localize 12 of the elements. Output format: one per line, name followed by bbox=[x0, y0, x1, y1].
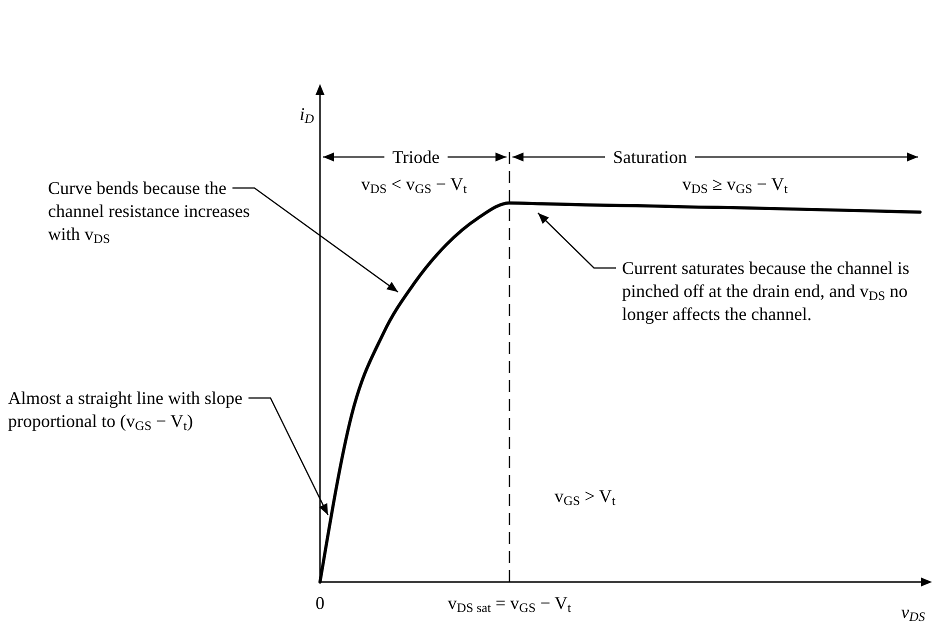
y-axis-title: i$_{D}$ bbox=[300, 104, 315, 126]
x-tick-label: 0 bbox=[316, 593, 324, 613]
text: Saturation bbox=[613, 147, 687, 167]
text: Almost a straight line with slope proportional to (v$_{GS}$ − V$_{t}$) bbox=[8, 388, 242, 434]
text: Triode bbox=[392, 147, 440, 167]
text: v$_{DS}$ < v$_{GS}$ − V$_{t}$ bbox=[361, 174, 468, 196]
text: Curve bends because the channel resistance increases with v$_{DS}$ bbox=[48, 178, 250, 246]
text: Current saturates because the channel is pinched off at the drain end, and v$_{DS}$ no longer affects the channel. bbox=[622, 258, 910, 324]
x-tick-label: v$_{DS sat}$ = v$_{GS}$ − V$_{t}$ bbox=[448, 593, 572, 616]
annotation: v$_{GS}$ > V$_{t}$ bbox=[554, 486, 616, 508]
x-axis-title: v$_{DS}$ bbox=[901, 602, 926, 624]
text: v$_{DS}$ ≥ v$_{GS}$ − V$_{t}$ bbox=[682, 174, 788, 196]
